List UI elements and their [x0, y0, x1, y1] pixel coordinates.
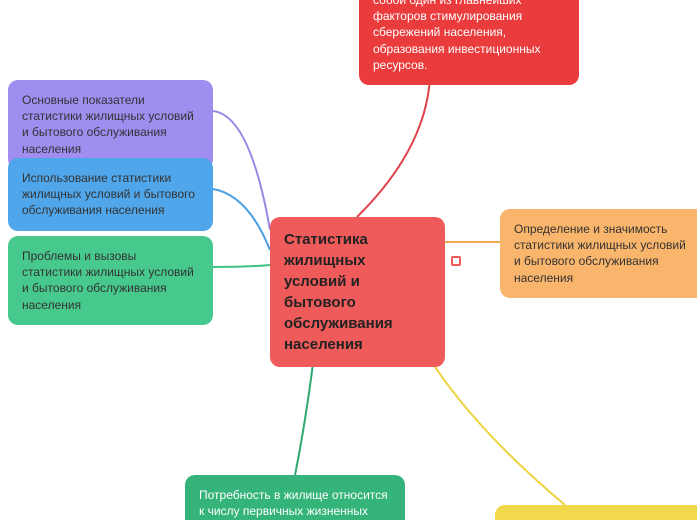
branch-node-left2[interactable]: Использование статистики жилищных услови…	[8, 158, 213, 231]
connector	[213, 265, 270, 267]
connector	[213, 111, 270, 230]
connector	[213, 189, 270, 250]
branch-node-bottom-left[interactable]: Потребность в жилище относится к числу п…	[185, 475, 405, 520]
branch-node-label: Основные показатели статистики жилищных …	[22, 93, 194, 156]
mindmap-canvas: Статистика жилищных условий и бытового о…	[0, 0, 697, 520]
branch-node-right1[interactable]: Определение и значимость статистики жили…	[500, 209, 697, 298]
branch-node-label: собой один из главнейших факторов стимул…	[373, 0, 540, 72]
branch-node-label: Проблемы и вызовы статистики жилищных ус…	[22, 249, 194, 312]
branch-node-left1[interactable]: Основные показатели статистики жилищных …	[8, 80, 213, 169]
branch-node-left3[interactable]: Проблемы и вызовы статистики жилищных ус…	[8, 236, 213, 325]
center-node[interactable]: Статистика жилищных условий и бытового о…	[270, 217, 445, 367]
branch-node-bottom-right[interactable]: Сбор и анализ данных о жилищных	[495, 505, 697, 520]
branch-node-label: Определение и значимость статистики жили…	[514, 222, 686, 285]
branch-node-top[interactable]: собой один из главнейших факторов стимул…	[359, 0, 579, 85]
branch-node-label: Использование статистики жилищных услови…	[22, 171, 195, 217]
notes-icon[interactable]	[451, 256, 461, 266]
branch-node-label: Потребность в жилище относится к числу п…	[199, 488, 388, 520]
